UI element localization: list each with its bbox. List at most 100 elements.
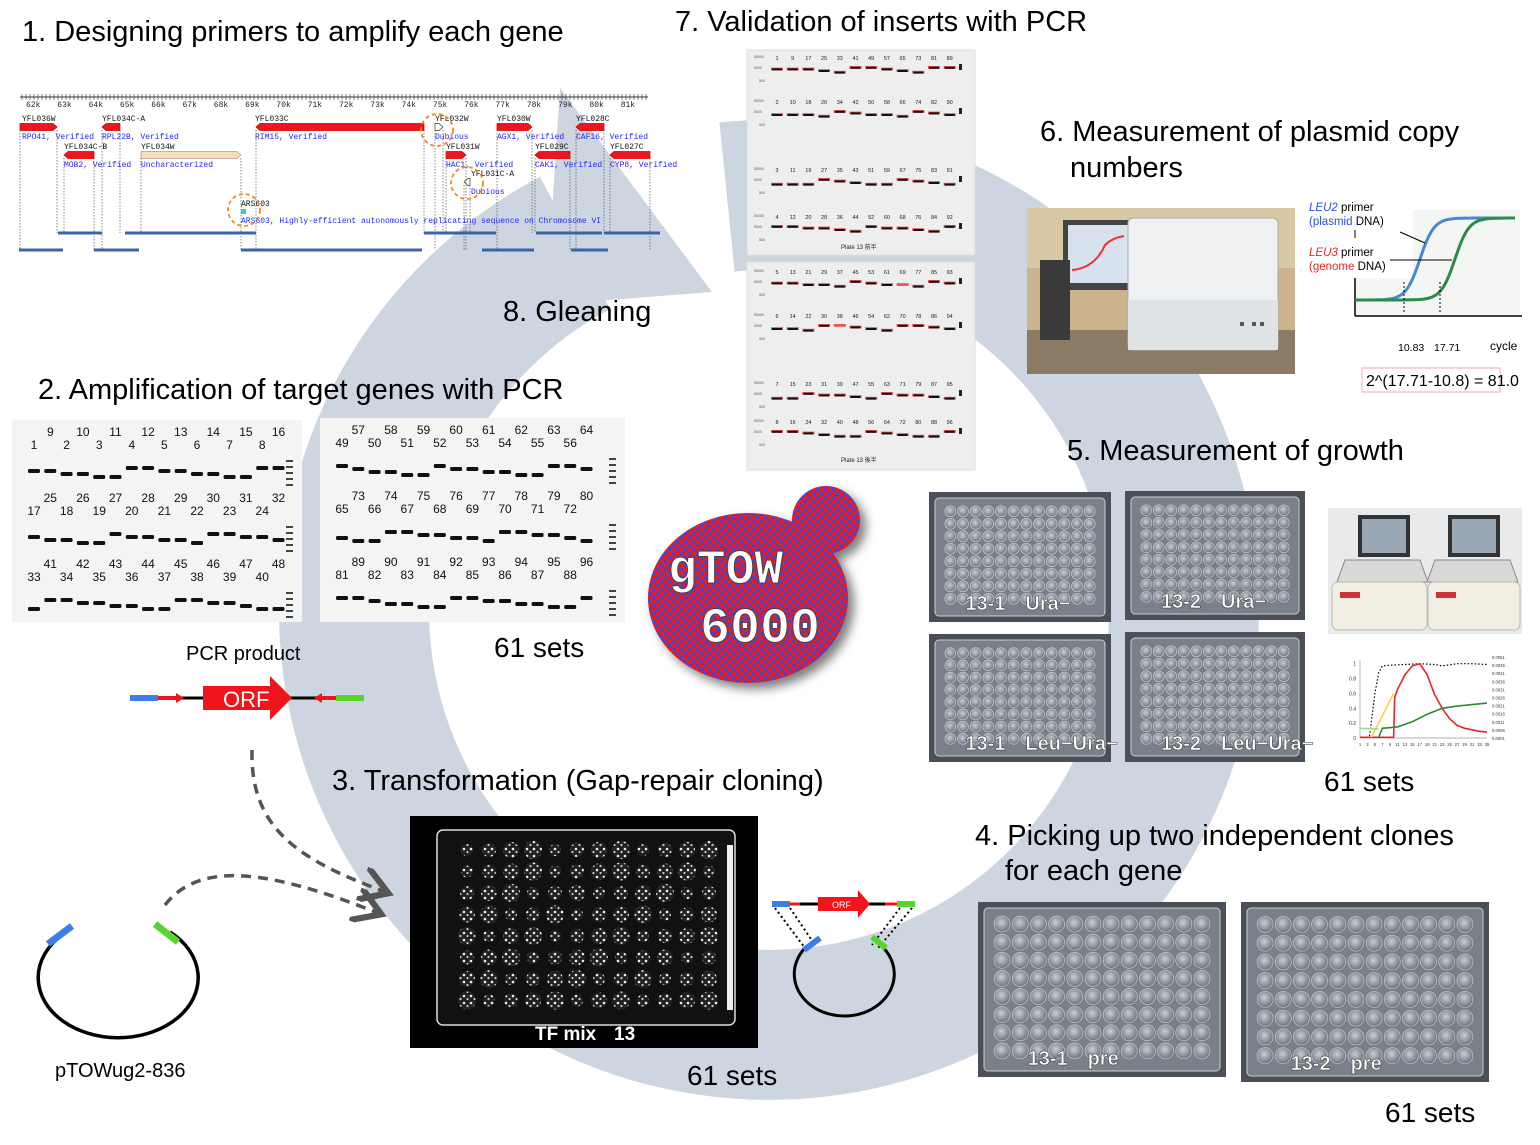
y-right-tick-label: 0.0016 (1492, 712, 1505, 717)
gene-description: MOB2, Verified (64, 161, 131, 170)
lane-number: 72 (564, 502, 578, 516)
plate-well (1274, 934, 1292, 952)
y-right-tick-label: 0.0006 (1492, 728, 1505, 733)
lane-number: 91 (417, 555, 431, 569)
gene-id-label: YFL034C-B (64, 143, 107, 152)
gel-band (417, 473, 430, 477)
gel-band (834, 110, 845, 113)
plate-well (995, 684, 1007, 696)
plate-well (1252, 707, 1265, 720)
lane-number: 8 (259, 438, 266, 452)
plate-well (1347, 1047, 1365, 1064)
ladder-band (609, 458, 616, 460)
plate-well (995, 659, 1007, 672)
gel-band (866, 328, 877, 330)
plate-well (1140, 578, 1152, 591)
x-tick-label: 7 (1381, 742, 1384, 747)
gel-band (850, 396, 861, 398)
gel-band (929, 396, 939, 398)
lane-number: 78 (915, 314, 921, 320)
gel-band (819, 227, 830, 230)
plate-well (1178, 566, 1190, 578)
plate-well (982, 505, 995, 518)
lane-number: 79 (547, 489, 561, 503)
plate-well (1058, 659, 1071, 672)
plate-well (1215, 732, 1228, 745)
plate-well (1456, 953, 1474, 971)
gel-band (580, 539, 593, 543)
colony-spot (658, 929, 672, 943)
lane-number: 9 (791, 56, 794, 62)
step-8-title: 8. Gleaning (503, 296, 652, 328)
colony-spot (679, 842, 695, 858)
ladder-label: 5000 (754, 324, 762, 328)
gene-arrow (434, 123, 444, 131)
gene-id-label: YFL027C (610, 143, 644, 152)
ruler-tick-label: 64k (89, 101, 104, 110)
gel-band (28, 469, 40, 473)
plate-well (1420, 1028, 1437, 1046)
plate-well (1240, 645, 1253, 658)
plate-well (1139, 915, 1156, 933)
ars-description: ARS603, Highly-efficient autonomously re… (241, 217, 601, 226)
colony-spot (480, 905, 498, 924)
lane-number: 55 (531, 436, 545, 450)
lane-number: 48 (852, 420, 858, 426)
gel-band (929, 182, 939, 184)
gel-band (819, 178, 830, 181)
plate-well (1175, 988, 1193, 1005)
plate-well (1365, 953, 1383, 971)
plate-well (1215, 516, 1227, 529)
lane-number: 4 (775, 215, 778, 221)
gel-band (772, 114, 782, 116)
x-tick-label: 29 (1462, 742, 1467, 747)
plate-well (1178, 541, 1190, 554)
plate-well (1058, 733, 1071, 745)
gel-band (929, 112, 939, 115)
cycle-arrowhead (546, 88, 712, 305)
plate-well (1293, 1009, 1310, 1027)
lane-number: 45 (174, 557, 188, 571)
gel-band (515, 473, 528, 477)
plate-well (944, 671, 957, 684)
plate-well (1102, 1006, 1120, 1023)
plate-well (1071, 592, 1083, 605)
colony-spot (526, 907, 540, 922)
gel-band (336, 596, 348, 600)
plate-well (1215, 695, 1228, 708)
plasmid-green-end (152, 921, 181, 945)
plate-well (995, 671, 1007, 684)
gel-band (191, 541, 203, 545)
colony-spot (504, 993, 518, 1008)
plate-well (1083, 684, 1096, 696)
plate-well (1227, 732, 1240, 745)
plate-well (1228, 516, 1240, 529)
plate-well (1278, 578, 1290, 591)
plate-well (1175, 970, 1193, 987)
plate-well (1084, 1042, 1102, 1060)
plate-well (1265, 670, 1278, 683)
colony-spot (483, 994, 495, 1007)
plate-well (1175, 915, 1193, 933)
plate-well (944, 567, 957, 580)
lane-number: 80 (580, 489, 594, 503)
gel-band (352, 539, 365, 543)
plate-well (1278, 541, 1290, 554)
plate-well (1227, 657, 1240, 670)
plate-well (1033, 517, 1045, 530)
lane-number: 50 (368, 436, 382, 450)
lane-number: 71 (900, 382, 906, 388)
plate-well (1066, 1024, 1084, 1042)
plate-well (1033, 542, 1045, 555)
plate-well (1277, 682, 1290, 695)
plate-id-label: 13-1 (965, 733, 1005, 755)
expected-size-marker (833, 324, 846, 327)
lane-number: 82 (368, 568, 382, 582)
gel-band (93, 541, 106, 545)
gel-band (384, 530, 397, 534)
plate-well (1202, 707, 1215, 720)
ladder-band (959, 428, 962, 434)
plate-well (1165, 682, 1178, 695)
plate-well (993, 970, 1011, 987)
